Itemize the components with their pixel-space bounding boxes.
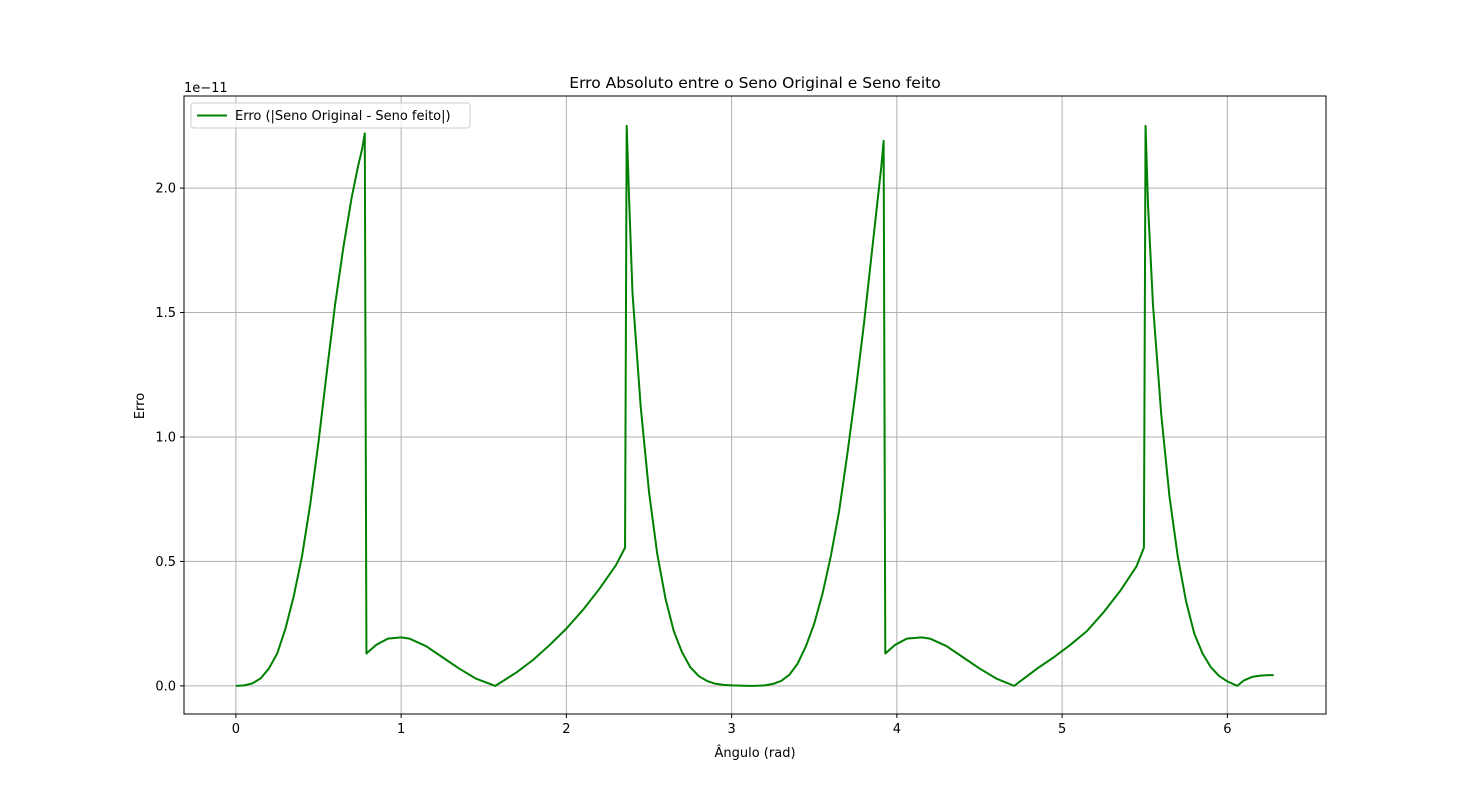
y-tick-label: 1.5: [155, 306, 176, 321]
legend-label: Erro (|Seno Original - Seno feito|): [235, 109, 451, 124]
series-line: [235, 124, 1274, 687]
legend: Erro (|Seno Original - Seno feito|): [190, 102, 471, 129]
x-tick-label: 1: [397, 722, 405, 737]
x-axis-label: Ângulo (rad): [714, 745, 795, 761]
y-tick-label: 2.0: [155, 182, 176, 197]
ticks: 0 1 2 3 4 5 6 0.0 0.5 1.0 1.5 2.0: [155, 182, 1231, 737]
plot-frame: [183, 95, 1327, 715]
legend-box: [190, 102, 471, 129]
x-tick-label: 3: [727, 722, 735, 737]
x-tick-label: 0: [232, 722, 240, 737]
x-tick-label: 6: [1223, 722, 1231, 737]
series-layer: [235, 124, 1274, 687]
chart-title: Erro Absoluto entre o Seno Original e Se…: [569, 74, 940, 92]
y-axis-label: Erro: [133, 393, 148, 419]
grid: [184, 96, 1326, 714]
x-tick-label: 4: [893, 722, 901, 737]
y-offset-text: 1e−11: [184, 81, 228, 96]
x-tick-label: 5: [1058, 722, 1066, 737]
y-tick-label: 1.0: [155, 430, 176, 445]
y-tick-label: 0.0: [155, 679, 176, 694]
y-tick-label: 0.5: [155, 555, 176, 570]
x-tick-label: 2: [562, 722, 570, 737]
